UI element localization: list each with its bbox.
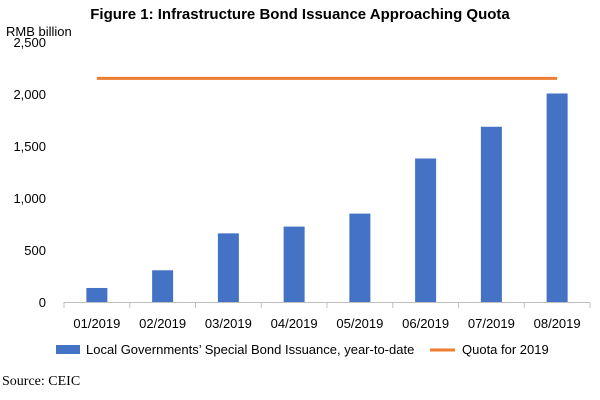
chart-title: Figure 1: Infrastructure Bond Issuance A… (90, 6, 510, 23)
bar (283, 226, 305, 302)
source-note: Source: CEIC (2, 374, 81, 389)
x-tick-label: 07/2019 (468, 316, 515, 331)
x-tick-label: 02/2019 (139, 316, 186, 331)
x-tick-label: 08/2019 (534, 316, 581, 331)
x-axis: 01/2019 02/2019 03/2019 04/2019 05/2019 06/20… (63, 302, 591, 331)
bar (152, 270, 174, 302)
y-tick-label: 1,000 (13, 191, 46, 206)
y-axis-ticks: 0 500 1,000 1,500 2,000 2,500 (13, 35, 46, 310)
x-tick-label: 05/2019 (336, 316, 383, 331)
bar (217, 233, 239, 302)
x-tick-label: 01/2019 (73, 316, 120, 331)
bar (349, 213, 371, 302)
bar (86, 287, 108, 302)
legend-bar-label: Local Governments’ Special Bond Issuance… (86, 342, 414, 357)
x-tick-label: 06/2019 (402, 316, 449, 331)
bar (415, 158, 437, 302)
legend-line-label: Quota for 2019 (462, 342, 549, 357)
legend-bar-swatch (56, 345, 80, 354)
y-tick-label: 2,000 (13, 87, 46, 102)
bar (546, 93, 568, 302)
bar-series (86, 93, 568, 302)
x-tick-label: 04/2019 (271, 316, 318, 331)
bar (480, 126, 502, 302)
y-tick-label: 2,500 (13, 35, 46, 50)
y-tick-label: 0 (39, 295, 46, 310)
y-tick-label: 1,500 (13, 139, 46, 154)
legend: Local Governments’ Special Bond Issuance… (56, 342, 549, 357)
x-tick-label: 03/2019 (205, 316, 252, 331)
y-axis-label: RMB billion (6, 24, 72, 39)
y-tick-label: 500 (24, 243, 46, 258)
